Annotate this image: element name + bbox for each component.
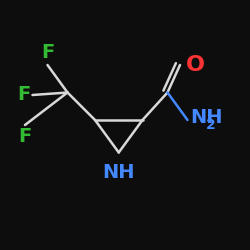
Text: 2: 2 — [206, 118, 216, 132]
Text: NH: NH — [102, 162, 135, 182]
Text: F: F — [41, 44, 54, 62]
Text: NH: NH — [190, 108, 222, 127]
Text: O: O — [186, 55, 205, 75]
Text: F: F — [18, 128, 32, 146]
Text: F: F — [17, 86, 30, 104]
